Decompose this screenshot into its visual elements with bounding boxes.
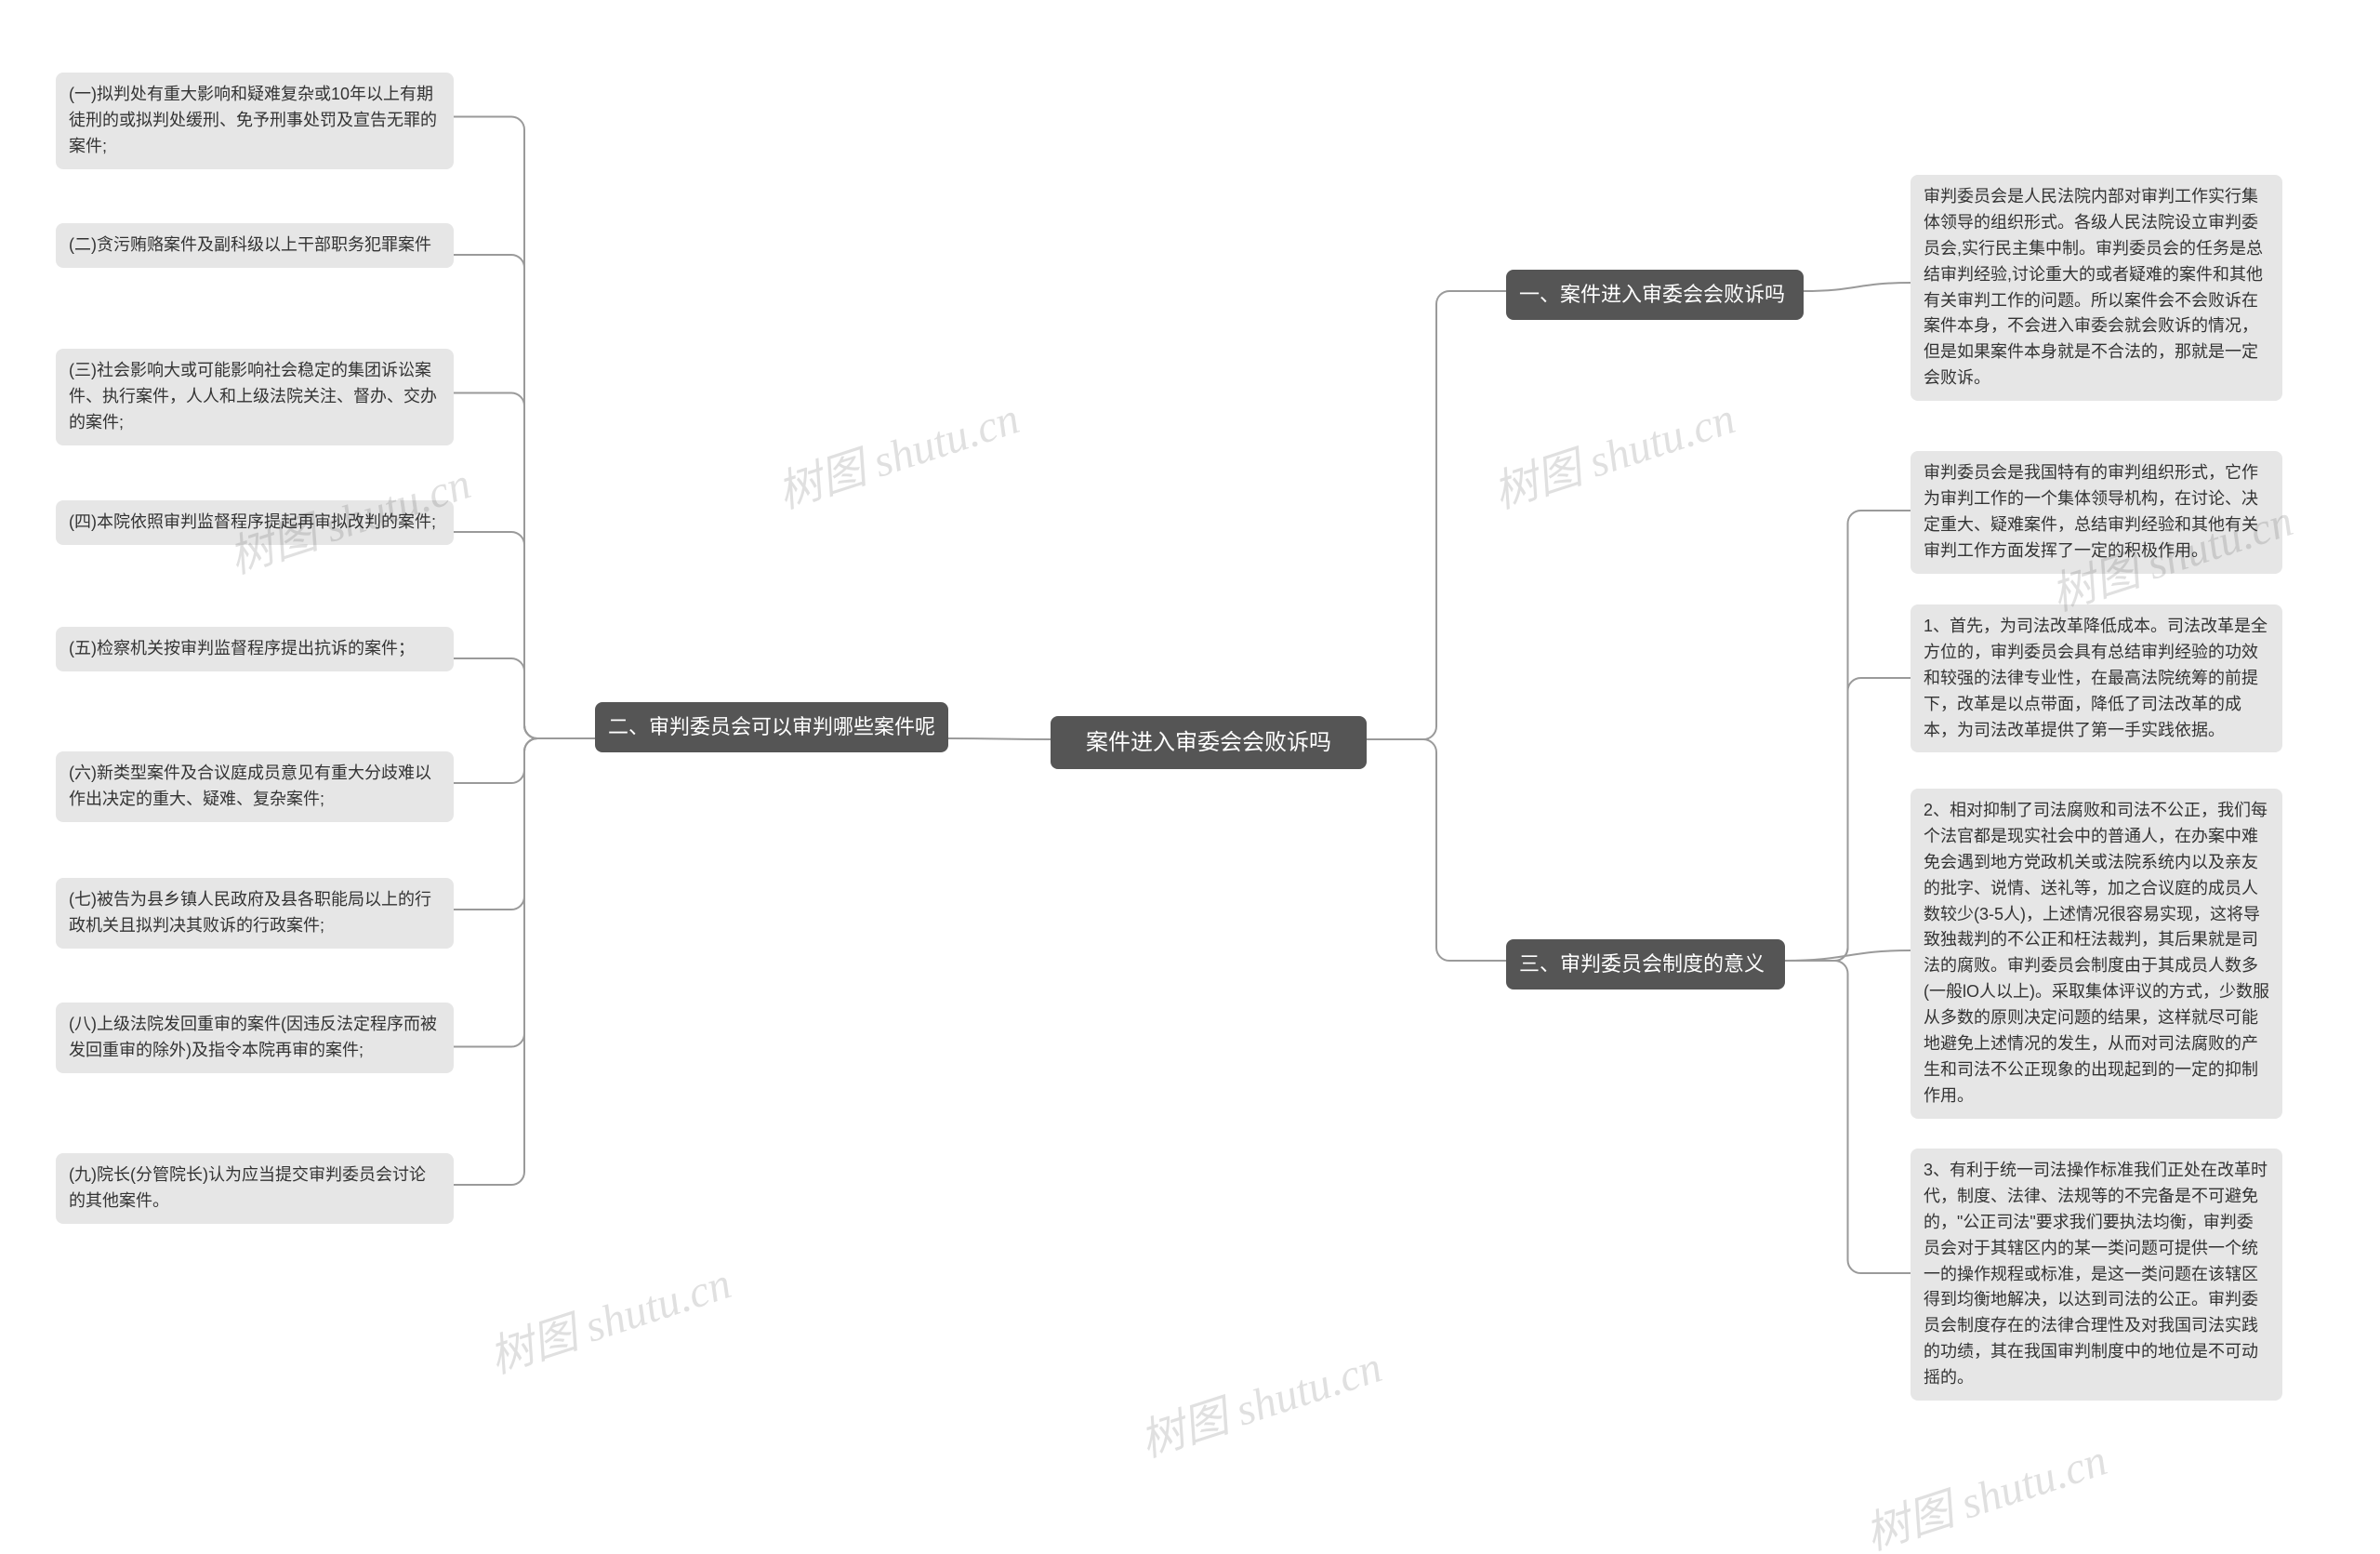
leaf-b2-4[interactable]: (四)本院依照审判监督程序提起再审拟改判的案件; <box>56 500 454 545</box>
leaf-b3-1[interactable]: 审判委员会是我国特有的审判组织形式，它作为审判工作的一个集体领导机构，在讨论、决… <box>1911 451 2282 574</box>
watermark: 树图 shutu.cn <box>768 381 1026 521</box>
leaf-b2-5[interactable]: (五)检察机关按审判监督程序提出抗诉的案件； <box>56 627 454 671</box>
watermark: 树图 shutu.cn <box>1484 381 1742 521</box>
leaf-b1-1[interactable]: 审判委员会是人民法院内部对审判工作实行集体领导的组织形式。各级人民法院设立审判委… <box>1911 175 2282 401</box>
watermark: 树图 shutu.cn <box>1856 1423 2114 1554</box>
watermark: 树图 shutu.cn <box>480 1246 738 1386</box>
leaf-b2-3[interactable]: (三)社会影响大或可能影响社会稳定的集团诉讼案件、执行案件，人人和上级法院关注、… <box>56 349 454 445</box>
leaf-b2-8[interactable]: (八)上级法院发回重审的案件(因违反法定程序而被发回重审的除外)及指令本院再审的… <box>56 1003 454 1073</box>
branch-1[interactable]: 一、案件进入审委会会败诉吗 <box>1506 270 1804 320</box>
leaf-b3-3[interactable]: 2、相对抑制了司法腐败和司法不公正，我们每个法官都是现实社会中的普通人，在办案中… <box>1911 789 2282 1119</box>
leaf-b3-2[interactable]: 1、首先，为司法改革降低成本。司法改革是全方位的，审判委员会具有总结审判经验的功… <box>1911 604 2282 752</box>
leaf-b2-6[interactable]: (六)新类型案件及合议庭成员意见有重大分歧难以作出决定的重大、疑难、复杂案件; <box>56 751 454 822</box>
branch-2[interactable]: 二、审判委员会可以审判哪些案件呢 <box>595 702 948 752</box>
leaf-b2-1[interactable]: (一)拟判处有重大影响和疑难复杂或10年以上有期徒刑的或拟判处缓刑、免予刑事处罚… <box>56 73 454 169</box>
branch-3[interactable]: 三、审判委员会制度的意义 <box>1506 939 1785 990</box>
leaf-b2-7[interactable]: (七)被告为县乡镇人民政府及县各职能局以上的行政机关且拟判决其败诉的行政案件; <box>56 878 454 949</box>
mindmap-canvas: 案件进入审委会会败诉吗 一、案件进入审委会会败诉吗 二、审判委员会可以审判哪些案… <box>0 0 2380 1554</box>
root-node[interactable]: 案件进入审委会会败诉吗 <box>1051 716 1367 769</box>
leaf-b2-2[interactable]: (二)贪污贿赂案件及副科级以上干部职务犯罪案件 <box>56 223 454 268</box>
leaf-b2-9[interactable]: (九)院长(分管院长)认为应当提交审判委员会讨论的其他案件。 <box>56 1153 454 1224</box>
leaf-b3-4[interactable]: 3、有利于统一司法操作标准我们正处在改革时代，制度、法律、法规等的不完备是不可避… <box>1911 1149 2282 1401</box>
watermark: 树图 shutu.cn <box>1130 1330 1389 1469</box>
